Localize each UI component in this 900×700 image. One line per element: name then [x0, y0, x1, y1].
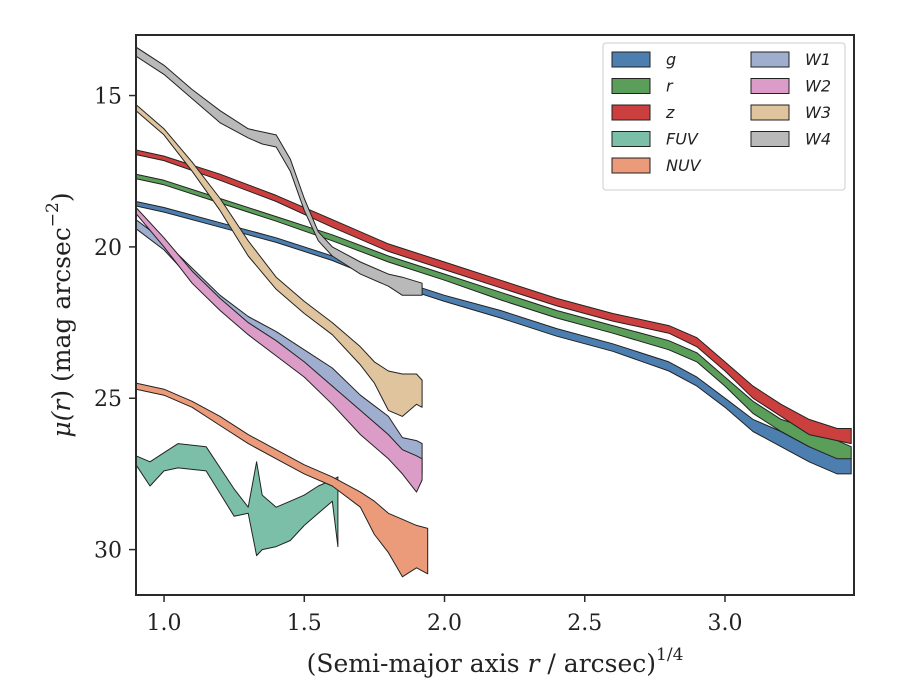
band-fuv	[136, 443, 339, 557]
plot-frame	[135, 34, 855, 596]
y-tick-label: 15	[94, 85, 122, 110]
band-w4	[136, 46, 423, 296]
band-r	[136, 173, 852, 460]
y-tick-label: 25	[94, 387, 122, 412]
legend-label-nuv: NUV	[666, 156, 702, 175]
legend-label-r: r	[666, 77, 674, 96]
y-axis-title: μ(r) (mag arcsec−2)	[43, 192, 76, 437]
x-tick-label: 3.0	[707, 611, 742, 636]
x-tick-label: 1.0	[147, 611, 182, 636]
legend-label-w3: W3	[805, 103, 831, 122]
legend-swatch-g	[611, 51, 651, 68]
legend-label-w2: W2	[805, 77, 831, 96]
y-tick-label: 30	[94, 539, 122, 564]
legend-label-w4: W4	[805, 130, 831, 149]
band-nuv	[136, 382, 429, 578]
y-tick-label: 20	[94, 236, 122, 261]
legend-swatch-r	[611, 78, 651, 94]
x-axis-ticks: 1.0 1.5 2.0 2.5 3.0	[147, 595, 742, 636]
band-w2	[136, 207, 423, 493]
series-bands	[136, 46, 852, 578]
legend-swatch-w2	[750, 78, 790, 94]
legend-swatch-w4	[750, 131, 790, 147]
legend-swatch-w1	[750, 51, 790, 68]
legend-label-z: z	[665, 103, 675, 122]
legend-label-g: g	[666, 50, 676, 69]
x-tick-label: 2.0	[427, 611, 462, 636]
legend-label-w1: W1	[805, 50, 831, 69]
band-w3	[136, 104, 423, 417]
y-axis-ticks: 15 20 25 30	[94, 85, 136, 564]
legend-swatch-fuv	[611, 131, 651, 147]
legend-swatch-z	[611, 104, 651, 121]
legend-swatch-w3	[750, 104, 790, 121]
x-axis-title: (Semi-major axis r / arcsec)1/4	[307, 645, 684, 678]
legend-swatch-nuv	[611, 157, 651, 174]
x-tick-label: 2.5	[567, 611, 602, 636]
x-tick-label: 1.5	[287, 611, 322, 636]
band-z	[136, 149, 852, 445]
legend-label-fuv: FUV	[666, 130, 699, 149]
legend: grz FUV NUV W1 W2 W3 W4	[602, 42, 846, 191]
